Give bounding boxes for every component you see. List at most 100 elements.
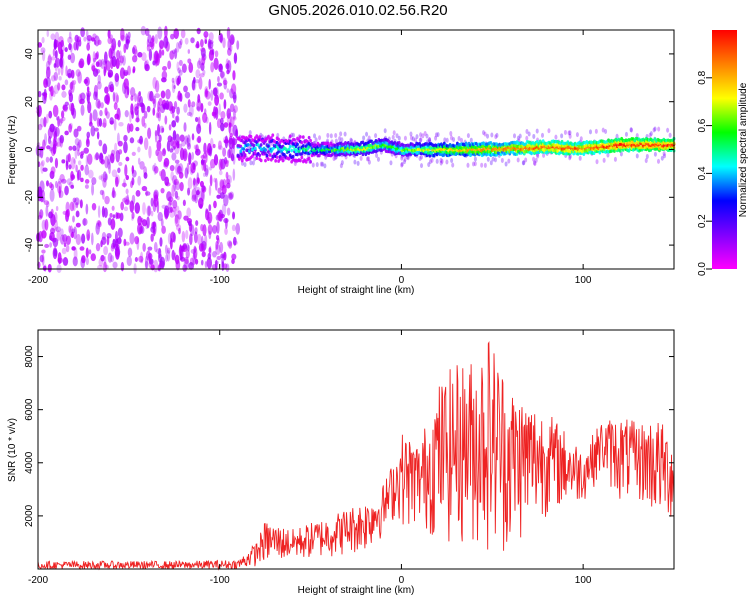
spectrogram-cell xyxy=(231,253,237,260)
spectrogram-cell xyxy=(178,245,183,258)
spectrogram-cell xyxy=(134,257,138,263)
spectrogram-cell xyxy=(219,241,224,254)
spectrogram-cell xyxy=(221,184,227,195)
spectrogram-signal-cell xyxy=(290,148,294,153)
spectrogram-cell xyxy=(93,57,97,62)
spectrogram-signal-cell xyxy=(582,152,586,156)
spectrogram-cell xyxy=(184,256,189,265)
spectrogram-cell xyxy=(147,205,151,217)
spectrogram-cell xyxy=(124,109,129,118)
spectrogram-cell xyxy=(223,122,229,128)
spectrogram-cell xyxy=(91,177,97,185)
spectrogram-cell xyxy=(339,163,343,169)
spectrogram-cell xyxy=(167,60,172,70)
spectrogram-cell xyxy=(176,140,180,149)
spectrogram-cell xyxy=(47,127,53,139)
spectrogram-cell xyxy=(214,94,220,106)
spectrogram-cell xyxy=(141,103,146,113)
spectrogram-cell xyxy=(41,230,47,239)
spectrogram-cell xyxy=(117,39,121,48)
spectrogram-cell xyxy=(524,157,528,163)
spectrogram-cell xyxy=(38,211,42,218)
spectrogram-cell xyxy=(53,248,58,257)
spectrogram-cell xyxy=(125,188,129,195)
spectrogram-cell xyxy=(186,142,191,150)
spectrogram-cell xyxy=(54,211,58,223)
spectrogram-cell xyxy=(137,51,143,58)
spectrogram-cell xyxy=(121,55,126,66)
spectrogram-cell xyxy=(100,240,103,248)
spectrogram-cell xyxy=(138,255,144,263)
spectrogram-signal-cell xyxy=(277,150,280,154)
spectrogram-signal-cell xyxy=(298,135,302,139)
spectrogram-cell xyxy=(222,147,227,157)
spectrogram-cell xyxy=(111,169,118,178)
spectrogram-cell xyxy=(152,98,156,105)
spectrogram-cell xyxy=(104,173,109,181)
spectrogram-cell xyxy=(389,160,393,166)
spectrogram-signal-cell xyxy=(253,146,257,151)
spectrogram-cell xyxy=(563,129,567,135)
spectrogram-cell xyxy=(49,140,53,154)
spectrogram-cell xyxy=(119,67,126,80)
spectrogram-cell xyxy=(202,112,208,124)
spectrogram-cell xyxy=(403,156,407,162)
spectrogram-cell xyxy=(483,131,487,137)
spectrogram-cell xyxy=(64,79,69,86)
spectrogram-cell xyxy=(48,110,53,119)
spectrogram-cell xyxy=(92,109,98,122)
spectrogram-cell xyxy=(207,224,213,235)
spectrogram-cell xyxy=(68,123,73,133)
spectrogram-signal-cell xyxy=(618,149,622,153)
snr-xlabel: Height of straight line (km) xyxy=(298,585,415,596)
spectrogram-cell xyxy=(215,234,220,241)
spectrogram-cell xyxy=(115,212,119,220)
spectrogram-cell xyxy=(140,25,147,36)
spectrogram-cell xyxy=(89,112,93,125)
spectrogram-cell xyxy=(99,109,103,117)
spectrogram-cell xyxy=(137,215,143,226)
spectrogram-cell xyxy=(129,87,136,97)
spectrogram-cell xyxy=(532,133,536,139)
spectrogram-cell xyxy=(135,126,140,132)
spectrogram-cell xyxy=(101,190,105,200)
spectrogram-cell xyxy=(76,141,81,152)
spectrogram-cell xyxy=(629,127,633,133)
spectrogram-cell xyxy=(88,249,92,255)
spectrogram-cell xyxy=(213,200,217,209)
spectrogram-cell xyxy=(61,159,66,164)
spectrogram-cell xyxy=(191,188,197,200)
spectrogram-cell xyxy=(383,128,387,134)
spectrogram-cell xyxy=(323,163,327,169)
spectrogram-cell xyxy=(191,152,195,160)
spectrogram-cell xyxy=(173,28,180,40)
spectrogram-cell xyxy=(107,252,113,263)
spectrogram-cell xyxy=(142,242,146,252)
spectrogram-cell xyxy=(216,255,222,261)
spectrogram-cell xyxy=(567,130,571,136)
spectrogram-signal-cell xyxy=(264,158,267,163)
spectrogram-cell xyxy=(45,113,49,124)
spectrogram-cell xyxy=(45,156,50,163)
spectrogram-cell xyxy=(197,116,201,129)
spectrogram-cell xyxy=(174,115,179,123)
spectrogram-cell xyxy=(64,101,69,106)
spectrogram-cell xyxy=(100,159,105,165)
spectrogram-cell xyxy=(575,132,579,138)
spectrogram-cell xyxy=(50,56,56,61)
spectrogram-cell xyxy=(139,161,145,170)
colorbar-tick-label: 0.2 xyxy=(697,214,708,228)
spectrogram-cell xyxy=(90,37,95,42)
spectrogram-cell xyxy=(232,154,236,165)
spectrogram-cell xyxy=(227,192,233,199)
spectrogram-signal-cell xyxy=(242,147,246,151)
spectrogram-cell xyxy=(120,261,125,272)
spectrogram-cell xyxy=(135,117,140,123)
spectrogram-cell xyxy=(421,133,425,139)
spectrogram-cell xyxy=(167,196,174,203)
spectrogram-cell xyxy=(79,92,86,101)
spectrogram-cell xyxy=(52,48,56,57)
spectrogram-cell xyxy=(223,139,229,144)
spectrogram-cell xyxy=(141,185,148,192)
spectrogram-cell xyxy=(137,146,141,153)
